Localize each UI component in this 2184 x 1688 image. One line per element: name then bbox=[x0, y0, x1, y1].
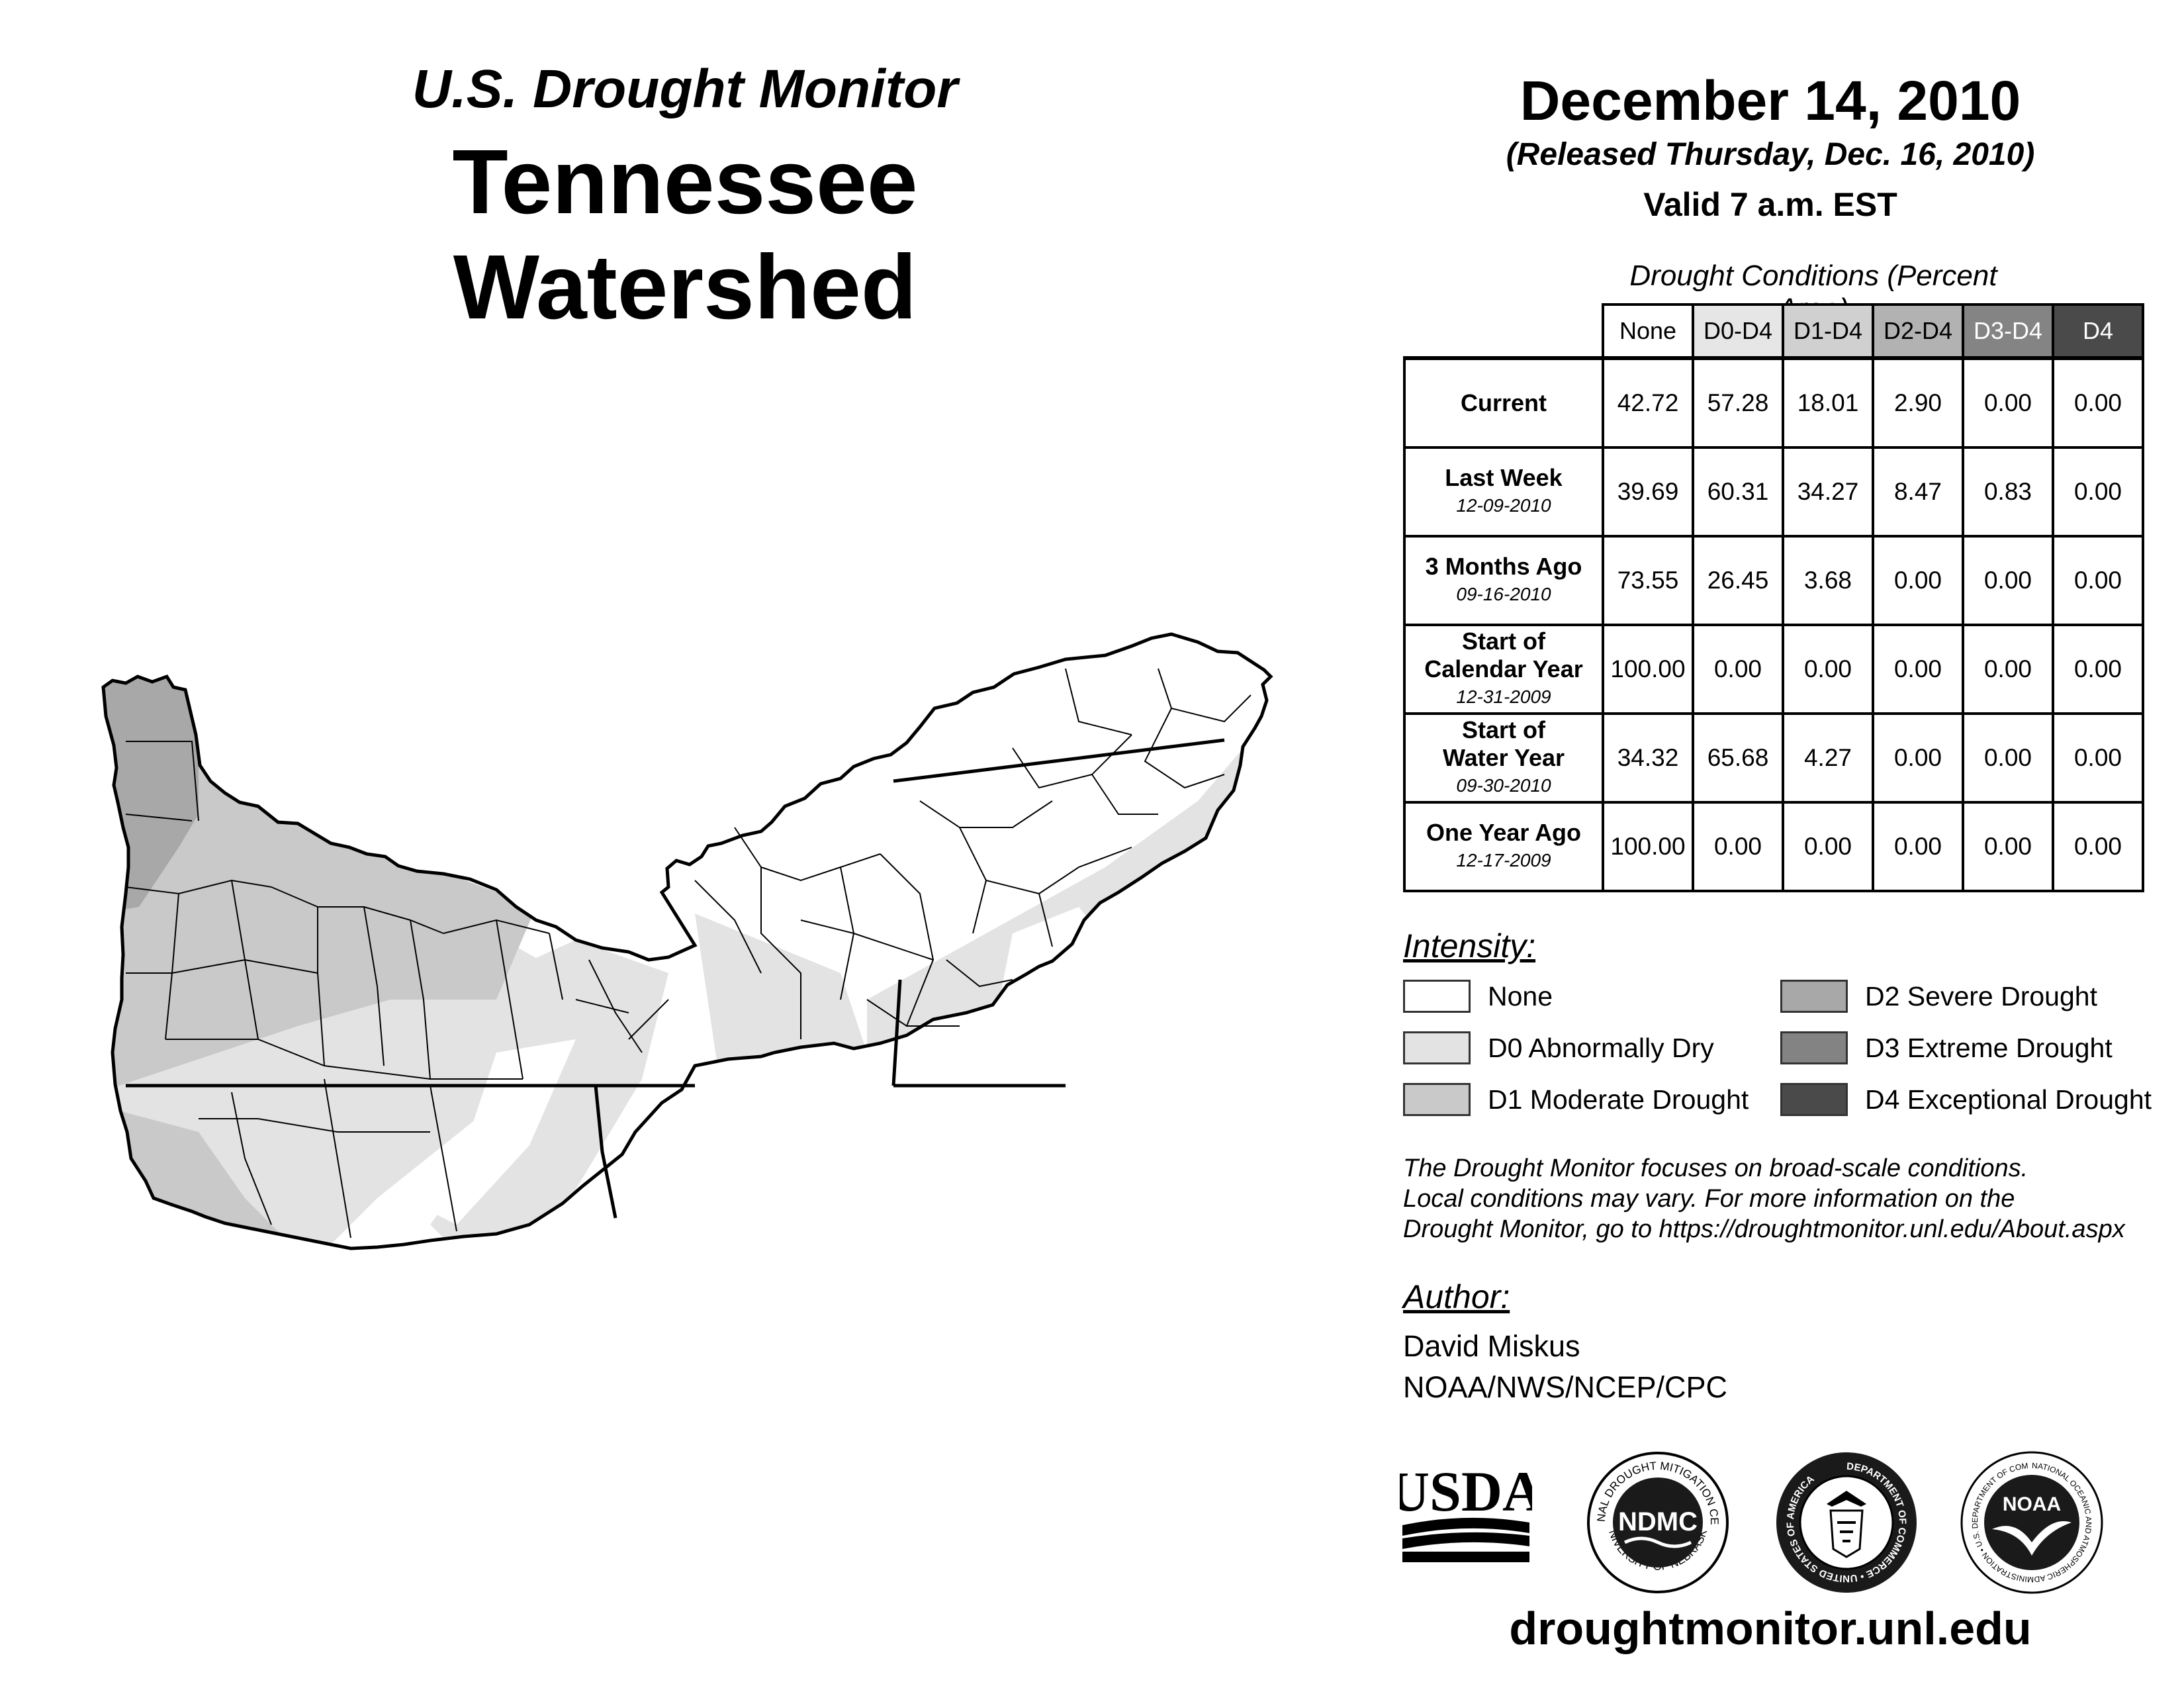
table-row: Current 42.72 57.28 18.01 2.90 0.00 0.00 bbox=[1403, 356, 2144, 449]
table-row: Start of Water Year 09-30-2010 34.32 65.68… bbox=[1403, 712, 2144, 804]
table-cell: 0.00 bbox=[2052, 624, 2144, 715]
col-header: D2-D4 bbox=[1872, 303, 1964, 360]
row-date: 12-31-2009 bbox=[1456, 686, 1551, 707]
table-cell: 0.00 bbox=[1962, 624, 2054, 715]
table-cell: 0.00 bbox=[1692, 801, 1784, 892]
col-header: None bbox=[1602, 303, 1694, 360]
row-label: One Year Ago 12-17-2009 bbox=[1403, 801, 1604, 892]
legend-label: None bbox=[1488, 981, 1553, 1011]
table-cell: 42.72 bbox=[1602, 356, 1694, 449]
legend-swatch bbox=[1403, 980, 1471, 1013]
table-cell: 0.00 bbox=[2052, 356, 2144, 449]
table-cell: 57.28 bbox=[1692, 356, 1784, 449]
col-header: D4 bbox=[2052, 303, 2144, 360]
legend-swatch bbox=[1780, 1083, 1848, 1116]
website-link[interactable]: droughtmonitor.unl.edu bbox=[1509, 1603, 2032, 1654]
legend-label: D3 Extreme Drought bbox=[1865, 1033, 2113, 1063]
table-cell: 18.01 bbox=[1782, 356, 1874, 449]
table-cell: 0.00 bbox=[2052, 801, 2144, 892]
legend-label: D1 Moderate Drought bbox=[1488, 1084, 1749, 1115]
author-heading: Author: bbox=[1403, 1278, 1510, 1315]
table-cell: 65.68 bbox=[1692, 712, 1784, 804]
row-date: 09-30-2010 bbox=[1456, 775, 1551, 796]
valid-date: December 14, 2010 bbox=[1520, 70, 2021, 132]
table-cell: 0.00 bbox=[2052, 712, 2144, 804]
table-cell: 0.00 bbox=[1962, 356, 2054, 449]
table-cell: 0.00 bbox=[1782, 624, 1874, 715]
legend-swatch bbox=[1403, 1031, 1471, 1064]
table-cell: 100.00 bbox=[1602, 624, 1694, 715]
legend-label: D4 Exceptional Drought bbox=[1865, 1084, 2152, 1115]
commerce-seal: DEPARTMENT OF COMMERCE • UNITED STATES O… bbox=[1774, 1450, 1919, 1595]
table-cell: 34.27 bbox=[1782, 446, 1874, 538]
table-cell: 26.45 bbox=[1692, 535, 1784, 626]
table-cell: 4.27 bbox=[1782, 712, 1874, 804]
table-cell: 100.00 bbox=[1602, 801, 1694, 892]
legend-label: D2 Severe Drought bbox=[1865, 981, 2097, 1011]
legend-swatch bbox=[1780, 980, 1848, 1013]
legend-swatch bbox=[1403, 1083, 1471, 1116]
author-name: David Miskus bbox=[1403, 1329, 1580, 1363]
col-header: D3-D4 bbox=[1962, 303, 2054, 360]
table-cell: 0.00 bbox=[1782, 801, 1874, 892]
svg-text:NOAA: NOAA bbox=[2003, 1493, 2061, 1515]
table-corner bbox=[1404, 305, 1603, 360]
note-line: The Drought Monitor focuses on broad-sca… bbox=[1403, 1154, 2028, 1182]
noaa-logo: NATIONAL OCEANIC AND ATMOSPHERIC ADMINIS… bbox=[1956, 1442, 2105, 1595]
note-line: Local conditions may vary. For more info… bbox=[1403, 1185, 2015, 1213]
row-date: 12-17-2009 bbox=[1456, 850, 1551, 870]
row-date: 12-09-2010 bbox=[1456, 495, 1551, 516]
svg-text:NDMC: NDMC bbox=[1618, 1507, 1698, 1536]
col-header: D0-D4 bbox=[1692, 303, 1784, 360]
table-cell: 0.00 bbox=[1962, 535, 2054, 626]
table-cell: 0.00 bbox=[1872, 801, 1964, 892]
table-cell: 60.31 bbox=[1692, 446, 1784, 538]
table-cell: 0.00 bbox=[1962, 801, 2054, 892]
release-date: (Released Thursday, Dec. 16, 2010) bbox=[1506, 137, 2035, 172]
table-cell: 0.00 bbox=[1692, 624, 1784, 715]
row-label: Current bbox=[1403, 356, 1604, 449]
valid-time: Valid 7 a.m. EST bbox=[1643, 186, 1897, 223]
row-label: Last Week 12-09-2010 bbox=[1403, 446, 1604, 538]
table-row: 3 Months Ago 09-16-2010 73.55 26.45 3.68 … bbox=[1403, 535, 2144, 626]
row-label: Start of Water Year 09-30-2010 bbox=[1403, 712, 1604, 804]
ndmc-logo: NATIONAL DROUGHT MITIGATION CENTER UNIVE… bbox=[1580, 1440, 1731, 1595]
row-date: 09-16-2010 bbox=[1456, 584, 1551, 604]
row-label: Start of Calendar Year 12-31-2009 bbox=[1403, 624, 1604, 715]
table-cell: 73.55 bbox=[1602, 535, 1694, 626]
table-cell: 0.00 bbox=[1872, 712, 1964, 804]
table-cell: 0.83 bbox=[1962, 446, 2054, 538]
table-cell: 2.90 bbox=[1872, 356, 1964, 449]
table-cell: 8.47 bbox=[1872, 446, 1964, 538]
row-label: 3 Months Ago 09-16-2010 bbox=[1403, 535, 1604, 626]
legend-label: D0 Abnormally Dry bbox=[1488, 1033, 1714, 1063]
legend-title: Intensity: bbox=[1403, 927, 1536, 964]
table-row: One Year Ago 12-17-2009 100.00 0.00 0.00 … bbox=[1403, 801, 2144, 892]
usda-logo: USDA bbox=[1388, 1460, 1543, 1564]
author-organization: NOAA/NWS/NCEP/CPC bbox=[1403, 1370, 1728, 1404]
disclaimer-note: The Drought Monitor focuses on broad-sca… bbox=[1403, 1153, 2125, 1244]
note-line: Drought Monitor, go to https://droughtmo… bbox=[1403, 1215, 2125, 1243]
table-cell: 0.00 bbox=[2052, 446, 2144, 538]
table-cell: 34.32 bbox=[1602, 712, 1694, 804]
table-cell: 0.00 bbox=[1962, 712, 2054, 804]
watershed-map bbox=[101, 632, 1273, 1250]
usda-logo-text: USDA bbox=[1400, 1464, 1532, 1523]
table-cell: 0.00 bbox=[2052, 535, 2144, 626]
map-title: Tennessee Watershed bbox=[452, 131, 918, 338]
drought-conditions-table: None D0-D4 D1-D4 D2-D4 D3-D4 D4 Current … bbox=[1403, 303, 2144, 892]
table-row: Start of Calendar Year 12-31-2009 100.00 0… bbox=[1403, 624, 2144, 715]
table-row: Last Week 12-09-2010 39.69 60.31 34.27 8.… bbox=[1403, 446, 2144, 538]
map-subtitle: U.S. Drought Monitor bbox=[412, 59, 958, 119]
col-header: D1-D4 bbox=[1782, 303, 1874, 360]
table-cell: 0.00 bbox=[1872, 624, 1964, 715]
table-cell: 39.69 bbox=[1602, 446, 1694, 538]
table-cell: 3.68 bbox=[1782, 535, 1874, 626]
legend-swatch bbox=[1780, 1031, 1848, 1064]
table-cell: 0.00 bbox=[1872, 535, 1964, 626]
